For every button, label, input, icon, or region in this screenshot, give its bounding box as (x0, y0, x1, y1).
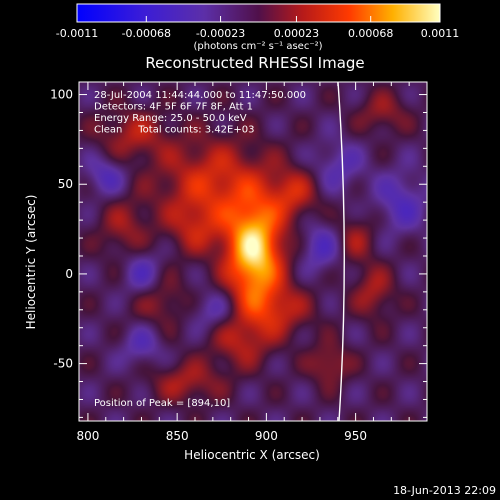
peak-position-label: Position of Peak = [894,10] (94, 398, 230, 409)
heatmap-image (79, 82, 427, 421)
annotation-line: Detectors: 4F 5F 6F 7F 8F, Att 1 (94, 102, 253, 113)
colorbar-ticks: -0.0011 -0.00068 -0.00023 0.00023 0.00068 0.0… (56, 16, 459, 40)
colorbar-gradient (76, 3, 441, 23)
y-axis-label: Heliocentric Y (arcsec) (24, 195, 38, 330)
y-tick-label: 100 (50, 88, 73, 102)
x-tick-label: 850 (166, 429, 189, 443)
colorbar-units: (photons cm⁻² s⁻¹ asec⁻²) (193, 41, 322, 52)
generation-timestamp: 18-Jun-2013 22:09 (393, 484, 496, 497)
colorbar: -0.0011 -0.00068 -0.00023 0.00023 0.00068 0.0… (56, 3, 459, 52)
colorbar-tick-label: -0.00068 (122, 27, 171, 40)
colorbar-tick-label: 0.00068 (348, 27, 394, 40)
x-tick-label: 950 (344, 429, 367, 443)
x-axis-label: Heliocentric X (arcsec) (184, 448, 320, 462)
plot-frame (78, 81, 428, 422)
x-tick-label: 900 (255, 429, 278, 443)
y-tick-label: -50 (53, 357, 73, 371)
axis-ticks: 800 850 900 950 -50 0 50 100 (50, 82, 427, 443)
colorbar-tick-label: 0.00023 (274, 27, 320, 40)
annotation-line: Clean Total counts: 3.42E+03 (94, 125, 254, 136)
colorbar-tick-label: -0.00023 (196, 27, 245, 40)
annotation-line: 28-Jul-2004 11:44:44.000 to 11:47:50.000 (94, 90, 306, 101)
x-tick-label: 800 (76, 429, 99, 443)
y-tick-label: 50 (58, 177, 73, 191)
colorbar-tick-label: 0.0011 (421, 27, 460, 40)
annotation-block: 28-Jul-2004 11:44:44.000 to 11:47:50.000… (94, 90, 306, 136)
colorbar-tick-label: -0.0011 (56, 27, 98, 40)
solar-limb-arc (337, 82, 345, 421)
y-tick-label: 0 (65, 267, 73, 281)
chart-title: Reconstructed RHESSI Image (145, 54, 364, 72)
annotation-line: Energy Range: 25.0 - 50.0 keV (94, 113, 247, 124)
